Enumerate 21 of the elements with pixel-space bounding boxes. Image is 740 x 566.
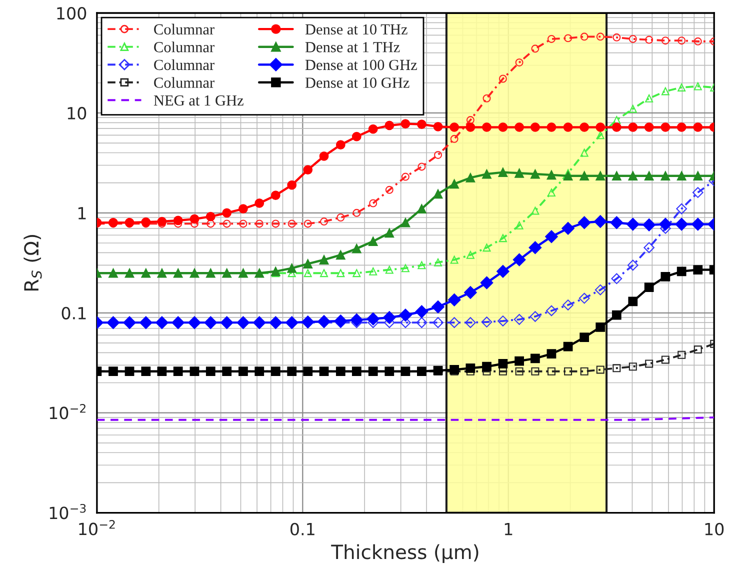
x-tick-label: 0.1 [290, 522, 314, 536]
legend-label: Columnar [154, 77, 214, 88]
y-tick-label: 10$^{−3}$ [50, 504, 86, 520]
x-tick-label: 10$^{−2}$ [79, 520, 115, 536]
legend-label: Columnar [154, 59, 214, 70]
y-tick-label: 0.1 [62, 306, 86, 320]
y-tick-label: 1 [78, 207, 86, 220]
x-tick-label: 1 [504, 523, 512, 536]
legend-label: Dense at 10 THz [305, 24, 408, 35]
legend-label: Dense at 10 GHz [305, 78, 410, 88]
y-tick-label: 10 [68, 106, 86, 120]
x-tick-label: 10 [705, 522, 724, 536]
legend-label: Dense at 1 THz [305, 42, 400, 52]
legend-label: Columnar [154, 42, 214, 52]
y-tick-label: 100 [57, 6, 86, 20]
legend-label: Dense at 100 GHz [305, 60, 417, 70]
x-axis-title: Thickness (μm) [331, 544, 478, 564]
legend-label: NEG at 1 GHz [154, 95, 244, 106]
y-tick-label: 10$^{−2}$ [50, 404, 86, 420]
legend-label: Columnar [154, 24, 214, 35]
y-axis-title: R$_{S}$ (Ω) [24, 235, 42, 291]
